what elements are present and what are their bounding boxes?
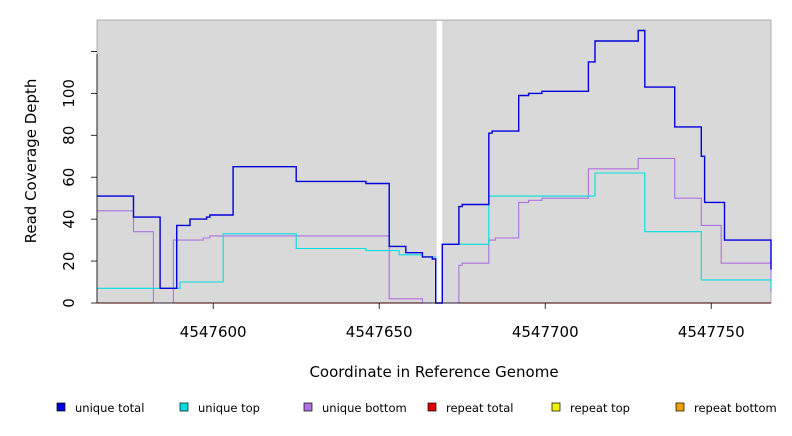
- x-tick-label: 4547650: [346, 323, 413, 341]
- x-tick-label: 4547750: [678, 323, 745, 341]
- y-tick-label: 60: [60, 168, 78, 187]
- legend-label-unique-total: unique total: [75, 401, 144, 415]
- axes-layer: 4547600 4547650 4547700 4547750 0 20 40 60 80 100: [60, 51, 771, 341]
- legend-label-unique-bottom: unique bottom: [322, 401, 407, 415]
- plot-background: [96, 19, 772, 304]
- legend-swatch-repeat-bottom: [675, 402, 685, 412]
- legend-label-repeat-total: repeat total: [446, 401, 513, 415]
- legend-swatch-repeat-total: [427, 402, 437, 412]
- legend: unique total unique top unique bottom repea…: [56, 401, 777, 415]
- y-tick-label: 20: [60, 252, 78, 271]
- x-tick-label: 4547600: [180, 323, 247, 341]
- coverage-gap: [436, 21, 443, 303]
- legend-label-unique-top: unique top: [198, 401, 260, 415]
- x-tick-label: 4547700: [512, 323, 579, 341]
- legend-swatch-repeat-top: [551, 402, 561, 412]
- x-axis-label: Coordinate in Reference Genome: [309, 363, 558, 381]
- y-tick-label: 0: [60, 298, 78, 308]
- legend-swatch-unique-top: [179, 402, 189, 412]
- legend-label-repeat-bottom: repeat bottom: [694, 401, 777, 415]
- legend-label-repeat-top: repeat top: [570, 401, 630, 415]
- y-tick-label: 80: [60, 126, 78, 145]
- y-tick-label: 40: [60, 210, 78, 229]
- y-axis-label: Read Coverage Depth: [22, 79, 40, 244]
- legend-swatch-unique-bottom: [303, 402, 313, 412]
- legend-swatch-unique-total: [56, 402, 66, 412]
- series-line-unique-total: [97, 29, 772, 304]
- y-tick-label: 100: [60, 79, 78, 108]
